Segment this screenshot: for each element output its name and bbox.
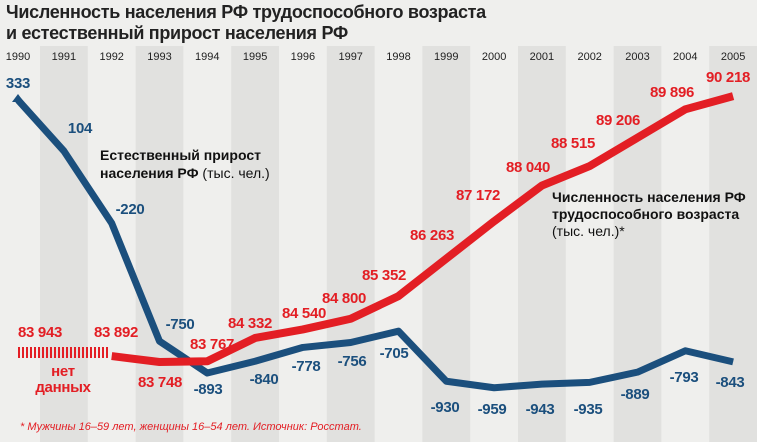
footnote: * Мужчины 16–59 лет, женщины 16–54 лет. … — [20, 421, 362, 433]
year-tick-label: 1994 — [195, 51, 219, 63]
year-band — [613, 46, 662, 442]
no-data-hatch — [38, 347, 40, 358]
year-tick-label: 1991 — [52, 51, 76, 63]
natural-increase-data-label: -756 — [338, 353, 367, 370]
population-data-label: 83 767 — [190, 336, 234, 353]
no-data-hatch — [86, 347, 88, 358]
year-band — [40, 46, 88, 442]
arrow-head — [12, 94, 24, 102]
year-tick-label: 1990 — [6, 51, 30, 63]
population-data-label: 86 263 — [410, 227, 454, 244]
year-band — [326, 46, 375, 442]
no-data-hatch — [18, 347, 20, 358]
population-data-label: 88 040 — [506, 159, 550, 176]
population-legend: трудоспособного возраста — [552, 206, 739, 222]
population-data-label: 87 172 — [456, 187, 500, 204]
no-data-hatch — [94, 347, 96, 358]
natural-increase-data-label: 104 — [68, 120, 93, 137]
year-tick-label: 1992 — [99, 51, 123, 63]
no-data-hatch — [98, 347, 100, 358]
population-data-label: 89 896 — [650, 84, 694, 101]
no-data-hatch — [22, 347, 24, 358]
chart-title: Численность населения РФ трудоспособного… — [6, 2, 486, 43]
natural-increase-line — [15, 97, 734, 392]
population-data-label: 84 800 — [322, 290, 366, 307]
no-data-hatch — [74, 347, 76, 358]
working-age-population-line — [111, 92, 735, 366]
population-data-label: 83 892 — [94, 324, 138, 341]
year-tick-label: 1995 — [243, 51, 267, 63]
population-data-label: 90 218 — [706, 69, 750, 86]
year-tick-label: 2002 — [577, 51, 601, 63]
no-data-hatch — [46, 347, 48, 358]
no-data-hatch — [58, 347, 60, 358]
natural-increase-data-label: -220 — [116, 201, 145, 218]
year-tick-label: 1997 — [338, 51, 362, 63]
natural-increase-legend: населения РФ (тыс. чел.) — [100, 165, 270, 181]
no-data-hatch — [54, 347, 56, 358]
year-tick-label: 1993 — [147, 51, 171, 63]
year-tick-label: 1998 — [386, 51, 410, 63]
natural-increase-data-label: -843 — [716, 374, 745, 391]
no-data-hatch — [62, 347, 64, 358]
natural-increase-data-label: -930 — [431, 399, 460, 416]
natural-increase-data-label: -943 — [526, 401, 555, 418]
year-band — [518, 46, 566, 442]
population-data-label: 84 332 — [228, 315, 272, 332]
no-data-label: данных — [35, 379, 91, 396]
natural-increase-data-label: -750 — [166, 316, 195, 333]
no-data-hatch — [30, 347, 32, 358]
no-data-hatch — [78, 347, 80, 358]
population-data-label: 85 352 — [362, 267, 406, 284]
no-data-hatch — [50, 347, 52, 358]
year-tick-label: 2000 — [482, 51, 506, 63]
natural-increase-data-label: -793 — [670, 369, 699, 386]
natural-increase-data-label: 333 — [6, 75, 30, 92]
no-data-hatch — [66, 347, 68, 358]
natural-increase-data-label: -893 — [194, 381, 223, 398]
no-data-hatch — [26, 347, 28, 358]
population-data-label: 83 748 — [138, 374, 182, 391]
year-tick-label: 2003 — [625, 51, 649, 63]
no-data-hatch — [106, 347, 108, 358]
no-data-hatch — [34, 347, 36, 358]
population-data-label: 89 206 — [596, 112, 640, 129]
population-legend: Численность населения РФ — [552, 189, 746, 205]
natural-increase-data-label: -935 — [574, 401, 603, 418]
no-data-hatch — [82, 347, 84, 358]
natural-increase-data-label: -840 — [250, 371, 279, 388]
natural-increase-data-label: -889 — [621, 386, 650, 403]
natural-increase-legend: Естественный прирост — [100, 147, 261, 163]
year-band — [231, 46, 279, 442]
natural-increase-data-label: -705 — [380, 345, 409, 362]
population-data-label: 83 943 — [18, 324, 62, 341]
year-band — [135, 46, 184, 442]
population-legend: (тыс. чел.)* — [552, 223, 625, 239]
no-data-hatch — [42, 347, 44, 358]
year-tick-label: 1996 — [291, 51, 315, 63]
year-tick-label: 2005 — [721, 51, 745, 63]
no-data-hatch — [70, 347, 72, 358]
no-data-label: нет — [51, 363, 75, 380]
natural-increase-data-label: -959 — [478, 401, 507, 418]
no-data-hatch — [90, 347, 92, 358]
population-data-label: 84 540 — [282, 305, 326, 322]
year-band — [709, 46, 757, 442]
year-tick-label: 2001 — [530, 51, 554, 63]
year-tick-label: 2004 — [673, 51, 697, 63]
natural-increase-data-label: -778 — [292, 358, 321, 375]
year-tick-label: 1999 — [434, 51, 458, 63]
population-data-label: 88 515 — [551, 135, 595, 152]
no-data-hatch — [102, 347, 104, 358]
